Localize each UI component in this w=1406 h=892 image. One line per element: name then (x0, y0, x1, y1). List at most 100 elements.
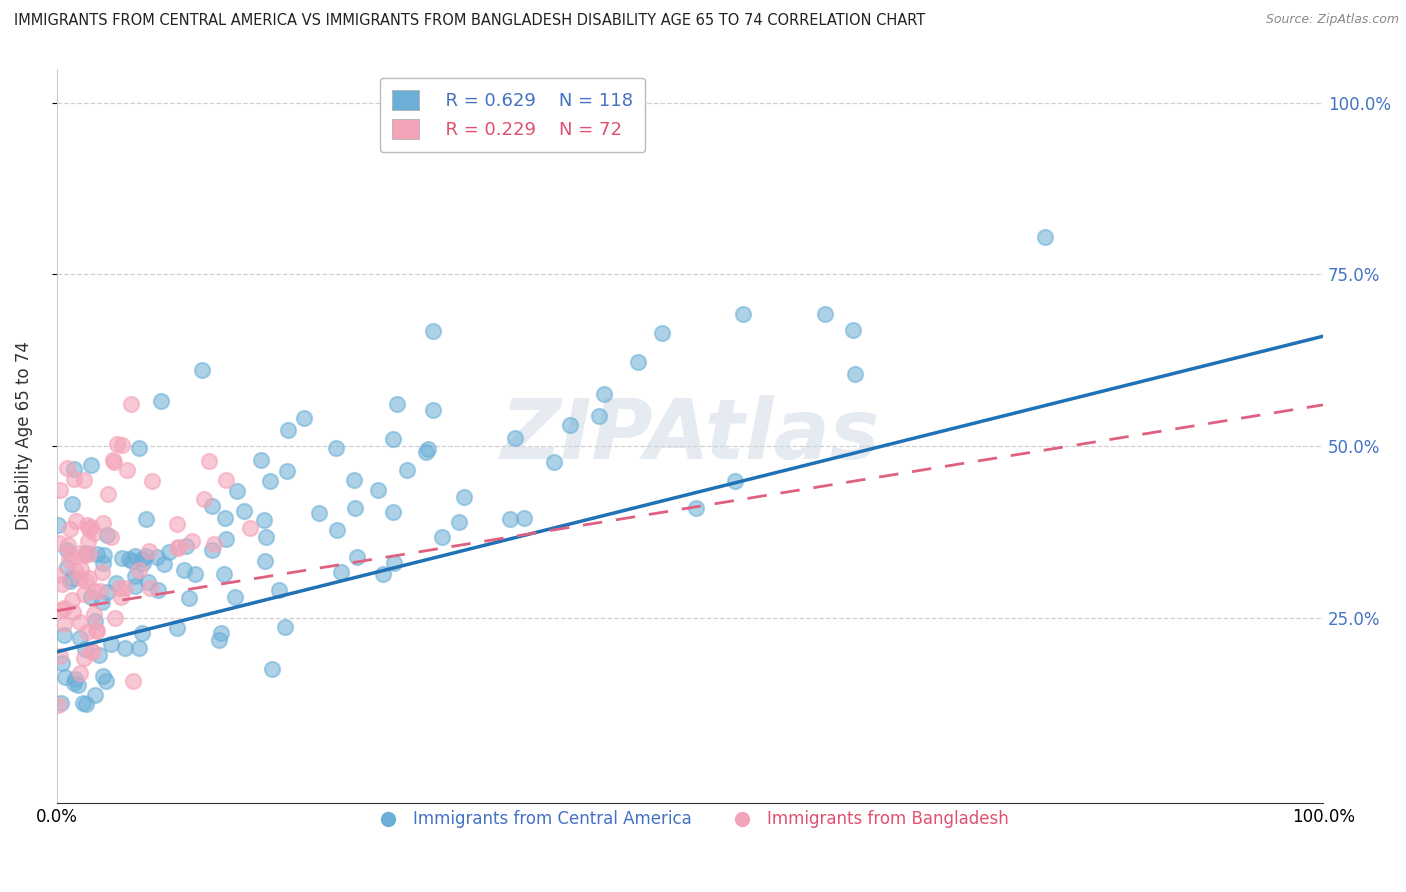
Point (202, 537, 225, 551)
Point (416, 442, 439, 456)
Point (276, 464, 298, 478)
Point (49, 603, 72, 617)
Point (166, 621, 188, 635)
Point (93, 548, 115, 562)
Point (141, 474, 163, 488)
Point (89, 648, 111, 663)
Y-axis label: Disability Age 65 to 74: Disability Age 65 to 74 (15, 342, 32, 530)
Point (76, 517, 98, 532)
Point (174, 539, 197, 553)
Point (76, 534, 98, 549)
Point (96, 528, 118, 542)
Point (367, 483, 389, 498)
Point (181, 533, 204, 548)
Point (233, 504, 256, 518)
Point (131, 625, 153, 640)
Point (138, 543, 160, 558)
Point (152, 558, 174, 572)
Point (65, 514, 87, 528)
Point (114, 581, 136, 595)
Point (59, 522, 82, 536)
Point (75, 574, 97, 588)
Point (100, 530, 122, 544)
Point (49, 648, 72, 663)
Point (120, 397, 142, 411)
Point (96, 674, 118, 689)
Point (207, 632, 229, 647)
Point (62, 593, 84, 607)
Point (166, 517, 188, 532)
Point (105, 437, 128, 451)
Point (128, 442, 150, 456)
Point (80, 590, 103, 604)
Point (111, 438, 134, 452)
Point (75, 697, 97, 711)
Point (844, 367, 866, 381)
Point (80, 643, 103, 657)
Point (121, 554, 143, 568)
Point (308, 506, 330, 520)
Point (59, 547, 82, 561)
Point (214, 511, 236, 525)
Point (184, 567, 207, 582)
Point (254, 530, 277, 544)
Point (53, 670, 76, 684)
Point (177, 591, 200, 605)
Point (103, 455, 125, 469)
Point (80, 458, 103, 473)
Point (91, 566, 114, 580)
Point (371, 566, 394, 581)
Point (69, 571, 91, 585)
Point (201, 543, 224, 558)
Point (215, 532, 238, 546)
Point (139, 581, 162, 595)
Point (91, 669, 114, 683)
Point (73, 548, 96, 562)
Point (69, 631, 91, 645)
Point (46, 698, 69, 713)
Point (193, 491, 215, 506)
Point (503, 431, 526, 445)
Point (215, 473, 238, 487)
Point (56, 559, 79, 574)
Point (197, 454, 219, 468)
Point (253, 513, 276, 527)
Point (131, 552, 153, 566)
Point (96, 585, 118, 599)
Point (72, 473, 94, 487)
Point (422, 324, 444, 338)
Point (343, 473, 366, 487)
Point (86, 547, 108, 561)
Point (76, 624, 98, 639)
Point (447, 515, 470, 529)
Point (131, 556, 153, 570)
Point (226, 483, 249, 498)
Point (104, 575, 127, 590)
Point (326, 524, 349, 538)
Point (128, 563, 150, 577)
Point (91, 516, 114, 530)
Point (325, 441, 347, 455)
Point (83, 583, 105, 598)
Point (167, 541, 190, 555)
Point (83, 607, 105, 621)
Point (80, 644, 103, 658)
Point (80, 520, 103, 534)
Point (66, 678, 89, 692)
Point (396, 463, 419, 477)
Point (122, 673, 145, 688)
Point (430, 530, 453, 544)
Point (842, 322, 865, 336)
Point (52, 628, 75, 642)
Point (114, 640, 136, 655)
Point (52, 601, 75, 615)
Point (118, 551, 141, 566)
Point (60, 497, 83, 511)
Point (1033, 230, 1056, 244)
Point (149, 394, 172, 409)
Point (51, 696, 73, 710)
Point (381, 505, 404, 519)
Point (513, 511, 536, 525)
Point (627, 354, 650, 368)
Point (67, 545, 90, 559)
